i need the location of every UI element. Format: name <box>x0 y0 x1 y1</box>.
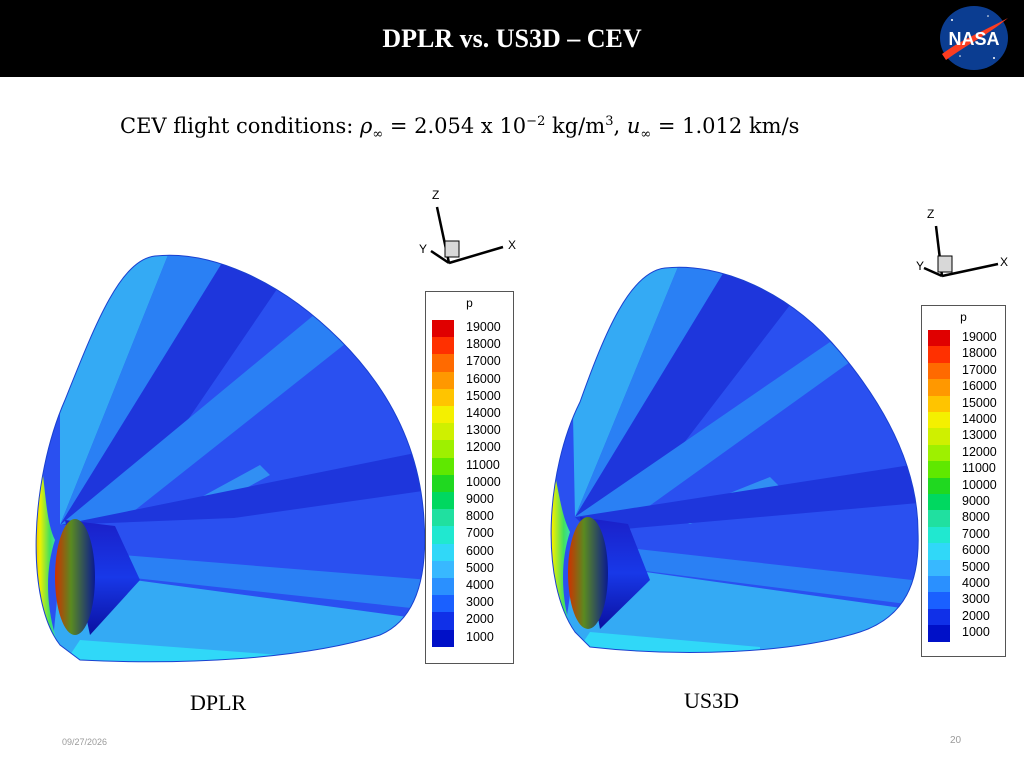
legend-swatch <box>928 428 950 445</box>
legend-swatch <box>432 320 454 338</box>
legend-label: 6000 <box>466 543 494 558</box>
legend-label: 19000 <box>962 330 997 344</box>
legend-label: 11000 <box>466 457 500 472</box>
legend-title: p <box>466 296 473 310</box>
legend-label: 8000 <box>466 509 494 524</box>
legend-swatch <box>432 509 454 527</box>
legend-swatch <box>432 612 454 630</box>
legend-label: 14000 <box>466 406 501 420</box>
legend-label: 6000 <box>962 543 990 558</box>
legend-swatch <box>432 560 454 578</box>
legend-swatch <box>928 330 950 347</box>
legend-swatch <box>432 337 454 355</box>
legend-label: 12000 <box>962 444 997 459</box>
legend-swatch <box>432 354 454 372</box>
legend-label: 1000 <box>962 625 990 640</box>
svg-text:NASA: NASA <box>948 29 999 49</box>
us3d-contour-plot <box>550 266 919 653</box>
legend-swatch <box>432 629 454 647</box>
svg-text:X: X <box>508 238 516 252</box>
legend-label: 8000 <box>962 510 990 525</box>
slide-title: DPLR vs. US3D – CEV <box>382 24 642 53</box>
legend-label: 17000 <box>962 362 997 377</box>
legend-swatch <box>928 543 950 560</box>
legend-swatch <box>432 406 454 424</box>
dplr-axis-triad: Z X Y <box>419 188 516 265</box>
legend-label: 3000 <box>962 592 990 607</box>
legend-label: 16000 <box>466 371 501 386</box>
legend-swatch <box>928 494 950 511</box>
legend-swatch <box>928 477 950 494</box>
legend-label: 17000 <box>466 354 501 369</box>
legend-label: 4000 <box>466 578 494 592</box>
legend-swatch <box>432 526 454 544</box>
legend-label: 19000 <box>466 320 501 334</box>
legend-swatch <box>928 608 950 626</box>
legend-label: 11000 <box>962 461 996 476</box>
legend-label: 15000 <box>962 395 997 410</box>
svg-text:Y: Y <box>419 242 427 256</box>
flight-conditions: CEV flight conditions: ρ∞ = 2.054 x 10−2… <box>120 114 800 143</box>
legend-label: 13000 <box>962 428 997 443</box>
legend-swatch <box>432 371 454 389</box>
header-bar <box>0 0 1024 77</box>
legend-swatch <box>928 526 950 544</box>
dplr-contour-plot <box>35 254 426 663</box>
nasa-logo: NASA <box>940 6 1008 70</box>
svg-text:Y: Y <box>916 259 924 273</box>
legend-swatch <box>928 559 950 576</box>
legend-swatch <box>928 412 950 429</box>
us3d-caption: US3D <box>684 688 740 713</box>
legend-swatch <box>928 379 950 396</box>
legend-label: 1000 <box>466 629 494 644</box>
legend-swatch <box>432 595 454 613</box>
legend-swatch <box>928 461 950 478</box>
dplr-caption: DPLR <box>190 690 247 715</box>
legend-swatch <box>928 510 950 527</box>
slide-date: 09/27/2026 <box>62 737 108 747</box>
legend-swatch <box>928 444 950 462</box>
legend-label: 14000 <box>962 412 997 426</box>
legend-label: 2000 <box>466 612 494 627</box>
us3d-pressure-legend: p 19000 18000 17000 16000 15000 14000 13000 120… <box>921 305 1006 657</box>
legend-label: 9000 <box>962 494 990 508</box>
legend-swatch <box>432 474 454 492</box>
legend-swatch <box>432 388 454 406</box>
svg-text:Z: Z <box>432 188 439 202</box>
us3d-axis-triad: Z X Y <box>916 207 1008 278</box>
legend-label: 15000 <box>466 388 501 403</box>
legend-swatch <box>928 592 950 609</box>
legend-label: 18000 <box>466 337 501 352</box>
page-number: 20 <box>950 735 962 746</box>
legend-swatch <box>432 492 454 510</box>
legend-swatch <box>432 440 454 458</box>
legend-swatch <box>432 578 454 596</box>
legend-label: 3000 <box>466 595 494 610</box>
legend-label: 4000 <box>962 576 990 590</box>
svg-text:Z: Z <box>927 207 934 221</box>
legend-label: 10000 <box>466 474 501 489</box>
legend-label: 5000 <box>962 559 990 574</box>
legend-swatch <box>928 395 950 412</box>
legend-label: 12000 <box>466 440 501 455</box>
legend-swatch <box>432 457 454 475</box>
legend-swatch <box>928 625 950 642</box>
legend-swatch <box>928 346 950 363</box>
legend-swatch <box>432 423 454 441</box>
legend-label: 7000 <box>466 526 494 541</box>
legend-label: 9000 <box>466 492 494 506</box>
legend-swatch <box>432 543 454 561</box>
legend-label: 16000 <box>962 379 997 394</box>
legend-swatch <box>928 576 950 593</box>
dplr-pressure-legend: p 19000 18000 17000 16000 15000 14000 13000 120… <box>425 291 514 664</box>
legend-swatch <box>928 362 950 380</box>
svg-text:X: X <box>1000 255 1008 269</box>
legend-label: 13000 <box>466 423 501 438</box>
legend-label: 7000 <box>962 526 990 541</box>
legend-label: 2000 <box>962 608 990 623</box>
legend-label: 18000 <box>962 346 997 361</box>
legend-title: p <box>960 310 967 324</box>
legend-label: 5000 <box>466 560 494 575</box>
legend-label: 10000 <box>962 477 997 492</box>
